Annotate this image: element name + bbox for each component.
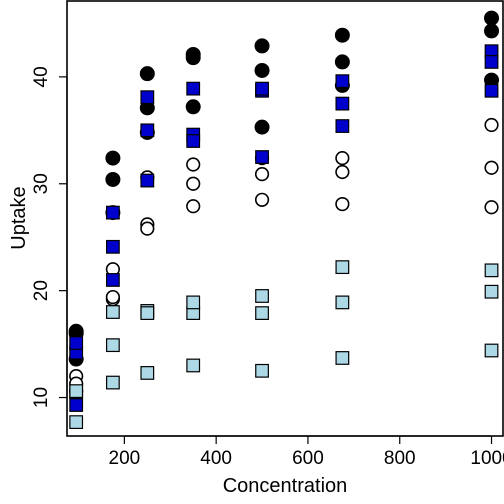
data-point-s2-6 [105,289,120,305]
data-point-s4-4 [105,338,120,353]
y-tick-label: 30 [31,173,52,194]
data-point-s2-13 [254,167,270,182]
data-point-s3-12 [186,81,201,96]
data-point-s1-18 [334,27,350,43]
data-point-s3-7 [140,173,155,188]
data-point-s1-17 [334,54,350,70]
data-point-s1-9 [139,66,155,82]
data-point-s4-15 [255,289,269,303]
data-point-s4-3 [69,384,84,399]
data-point-s4-17 [335,351,350,365]
data-point-s3-9 [140,123,155,138]
data-point-s2-10 [186,176,201,191]
data-point-s3-21 [484,55,499,69]
data-point-s4-6 [105,305,120,319]
data-point-s2-21 [484,200,499,215]
data-point-s3-15 [255,81,269,96]
data-point-s4-13 [255,306,269,320]
y-axis-title: Uptake [8,186,30,249]
y-axis: 10 20 30 40 [31,66,68,408]
y-tick-label: 10 [31,387,52,408]
data-point-s4-12 [186,295,201,310]
data-point-s3-19 [484,83,499,98]
x-tick-label: 600 [292,448,324,469]
x-axis-title: Concentration [223,475,348,497]
data-point-s1-12 [185,46,201,62]
data-point-s4-14 [255,363,269,378]
data-point-s4-11 [186,358,201,373]
data-point-s3-3 [69,398,84,412]
data-point-s4-19 [484,284,499,299]
data-points [68,10,500,430]
data-point-s3-11 [186,134,201,148]
data-point-s1-21 [484,10,500,26]
data-point-s2-18 [335,196,350,212]
data-point-s1-4 [105,171,121,187]
data-point-s1-10 [185,99,201,115]
data-point-s4-2 [69,415,84,430]
data-point-s4-5 [105,375,120,390]
data-point-s4-21 [484,263,499,278]
data-point-s3-4 [105,239,120,254]
data-point-s2-15 [254,192,270,207]
y-tick-label: 20 [31,280,52,301]
data-point-s3-8 [140,90,155,105]
data-point-s2-11 [186,157,201,172]
x-tick-label: 200 [109,448,141,469]
data-point-s3-18 [335,74,350,89]
data-point-s3-16 [335,119,350,133]
data-point-s4-9 [140,306,155,320]
data-point-s4-8 [140,366,155,380]
y-tick-label: 40 [31,66,52,87]
data-point-s4-16 [335,295,350,310]
data-point-s2-12 [186,199,201,214]
data-point-s4-18 [335,260,350,275]
data-point-s1-5 [105,150,121,166]
data-point-s3-13 [255,150,269,164]
data-point-s2-19 [484,117,499,133]
x-tick-label: 800 [384,448,416,469]
data-point-s1-15 [254,38,270,54]
data-point-s3-2 [69,336,84,350]
data-point-s3-5 [105,273,120,287]
data-point-s1-20 [484,23,500,39]
data-point-s1-13 [254,119,270,135]
data-point-s3-17 [335,96,350,111]
data-point-s2-20 [484,160,499,175]
data-point-s2-9 [140,221,155,236]
data-point-s3-6 [105,205,120,220]
data-point-s1-14 [254,62,270,78]
data-point-s4-20 [484,343,499,358]
x-tick-label: 1000 [470,448,504,469]
x-tick-label: 400 [200,448,232,469]
x-axis: 200 400 600 800 1000 [109,435,504,469]
data-point-s2-16 [335,151,350,166]
data-point-s2-17 [335,164,350,180]
